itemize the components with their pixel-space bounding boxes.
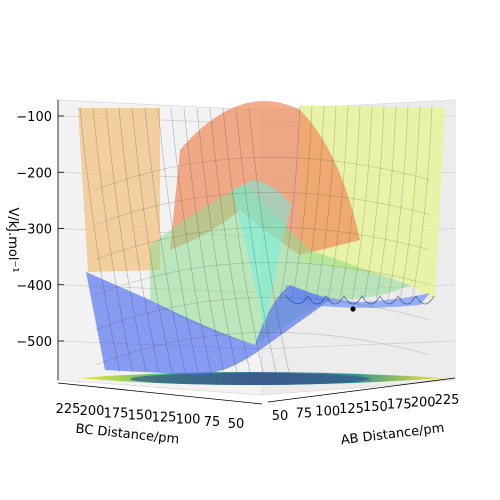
mesh-line xyxy=(235,107,277,373)
mesh-line xyxy=(118,107,160,373)
z-tick-label: −200 xyxy=(16,166,52,181)
z-tick-label: −100 xyxy=(16,110,52,125)
mesh-line xyxy=(131,107,173,373)
mesh-line xyxy=(222,107,264,373)
mesh-line xyxy=(94,262,431,296)
mesh-line xyxy=(209,107,251,373)
transition-point-marker xyxy=(350,306,356,312)
y-tick-label: 50 xyxy=(228,417,245,432)
y-tick-label: 100 xyxy=(176,413,201,428)
mesh-line xyxy=(94,157,431,191)
x-tick-label: 100 xyxy=(315,404,340,419)
mesh-line xyxy=(351,105,373,301)
x-tick-label: 75 xyxy=(296,407,313,422)
x-tick-labels: 50 75 100 125 150 175 200 225 xyxy=(272,393,460,424)
mesh-line xyxy=(94,192,431,226)
z-tick-label: −300 xyxy=(16,223,52,238)
surface-right-wall xyxy=(300,105,445,300)
mesh-line xyxy=(157,107,199,373)
mesh-line xyxy=(303,105,325,301)
surface xyxy=(78,101,445,375)
mesh-line xyxy=(327,105,349,301)
y-tick-labels: 225 200 175 150 125 100 75 50 xyxy=(56,402,245,432)
surface-cyan-channel xyxy=(232,180,292,330)
mesh-line xyxy=(284,294,435,305)
mesh-line xyxy=(144,107,186,373)
mesh-line xyxy=(399,105,421,301)
mesh-line xyxy=(339,105,361,301)
y-tick-label: 200 xyxy=(80,404,105,419)
mesh-line xyxy=(248,107,290,373)
y-tick-label: 225 xyxy=(56,402,81,417)
surface-mid-band xyxy=(150,185,410,345)
y-tick-label: 175 xyxy=(104,406,129,421)
mesh-line xyxy=(196,107,238,373)
mesh-line xyxy=(79,107,121,373)
mesh-line xyxy=(411,105,433,301)
mesh-line xyxy=(363,105,385,301)
mesh-line xyxy=(291,105,313,301)
mesh-line xyxy=(94,297,431,331)
z-tick-labels: −100 −200 −300 −400 −500 xyxy=(16,110,64,350)
y-axis xyxy=(57,382,263,405)
x-tick-label: 200 xyxy=(411,395,436,410)
floor-contour xyxy=(78,372,445,385)
mesh-line xyxy=(94,227,431,261)
y-tick-label: 75 xyxy=(204,415,221,430)
floor-contour-well xyxy=(130,373,370,385)
z-tick-label: −500 xyxy=(16,335,52,350)
x-tick-label: 50 xyxy=(272,409,289,424)
surface-valley xyxy=(86,272,330,375)
z-axis-title: V/kJ.mol⁻¹ xyxy=(5,207,20,272)
z-tick-label: −400 xyxy=(16,279,52,294)
x-tick-label: 150 xyxy=(363,400,388,415)
mesh-line xyxy=(92,107,134,373)
mesh-line xyxy=(279,105,301,301)
x-tick-label: 125 xyxy=(339,402,364,417)
surface-left-wall xyxy=(78,108,160,272)
mesh-line xyxy=(183,107,225,373)
mesh-line xyxy=(94,332,431,366)
mesh-line xyxy=(375,105,397,301)
x-tick-label: 225 xyxy=(435,393,460,408)
x-tick-label: 175 xyxy=(387,398,412,413)
mesh-line xyxy=(387,105,409,301)
x-axis xyxy=(267,377,456,403)
mesh-line xyxy=(105,107,147,373)
y-tick-label: 125 xyxy=(152,411,177,426)
mesh-line xyxy=(170,107,212,373)
x-axis-title: AB Distance/pm xyxy=(340,421,445,449)
mesh-line xyxy=(315,105,337,301)
surface-mesh xyxy=(79,105,435,373)
y-tick-label: 150 xyxy=(128,408,153,423)
